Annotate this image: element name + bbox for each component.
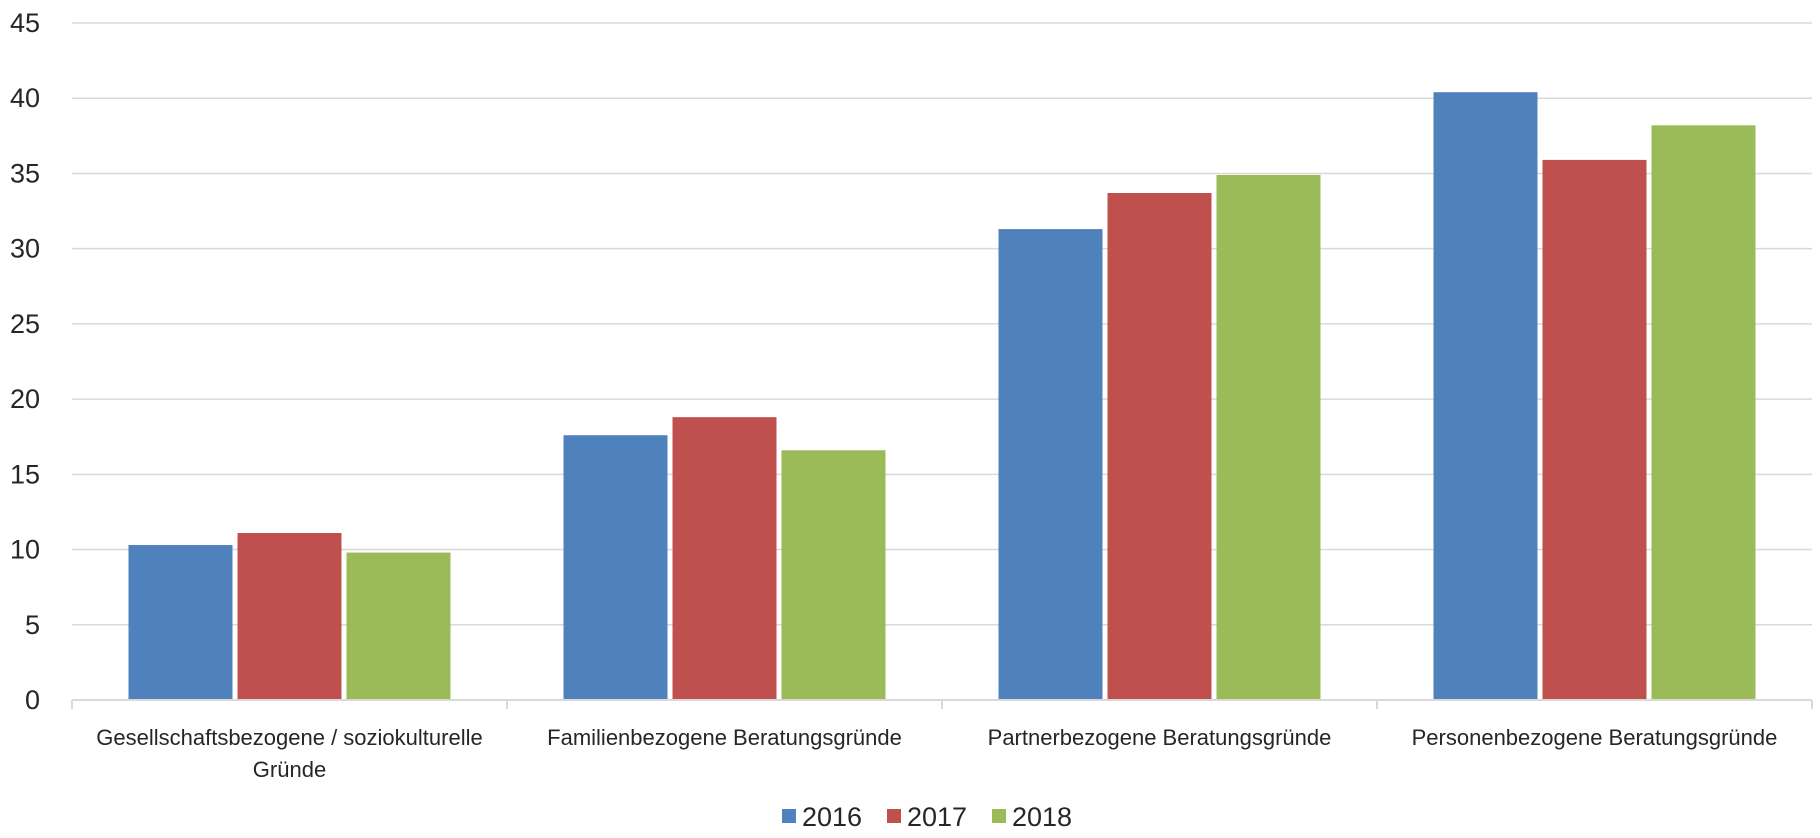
gridlines (72, 22, 1812, 626)
bar-2016-2 (563, 435, 668, 700)
bar-2016-3 (998, 229, 1103, 700)
legend: 2016 2017 2018 (782, 802, 1072, 832)
y-tick-label: 30 (10, 234, 40, 264)
y-tick-label: 20 (10, 384, 40, 414)
x-category-label: Personenbezogene Beratungsgründe (1412, 725, 1778, 750)
y-tick-label: 15 (10, 459, 40, 489)
y-tick-label: 25 (10, 309, 40, 339)
x-category-label: Partnerbezogene Beratungsgründe (988, 725, 1332, 750)
legend-swatch-2018 (992, 809, 1006, 823)
bar-2018-4 (1651, 125, 1756, 700)
bar-2016-1 (128, 545, 233, 700)
x-axis-category-labels: Gesellschaftsbezogene / soziokulturelle G… (96, 725, 1777, 782)
y-tick-label: 10 (10, 535, 40, 565)
x-axis (71, 699, 1813, 709)
y-tick-label: 0 (25, 685, 40, 715)
bar-2018-2 (781, 450, 886, 700)
bar-2017-2 (672, 417, 777, 700)
bar-2018-3 (1216, 174, 1321, 701)
x-category-label: Gesellschaftsbezogene / soziokulturelle (96, 725, 482, 750)
y-tick-label: 5 (25, 610, 40, 640)
bar-2016-4 (1433, 92, 1538, 700)
legend-label-2018: 2018 (1012, 802, 1072, 832)
x-category-label: Gründe (253, 757, 326, 782)
y-tick-label: 45 (10, 8, 40, 38)
y-tick-label: 40 (10, 83, 40, 113)
y-tick-label: 35 (10, 158, 40, 188)
bar-2018-1 (346, 552, 451, 700)
legend-label-2017: 2017 (907, 802, 967, 832)
x-category-label: Familienbezogene Beratungsgründe (547, 725, 902, 750)
bar-2017-4 (1542, 159, 1647, 701)
bar-2017-3 (1107, 193, 1212, 700)
legend-swatch-2017 (887, 809, 901, 823)
legend-label-2016: 2016 (802, 802, 862, 832)
legend-swatch-2016 (782, 809, 796, 823)
y-axis-tick-labels: 0 5 10 15 20 25 30 35 40 45 (10, 8, 40, 715)
bar-2017-1 (237, 533, 342, 700)
bars (128, 92, 1756, 701)
